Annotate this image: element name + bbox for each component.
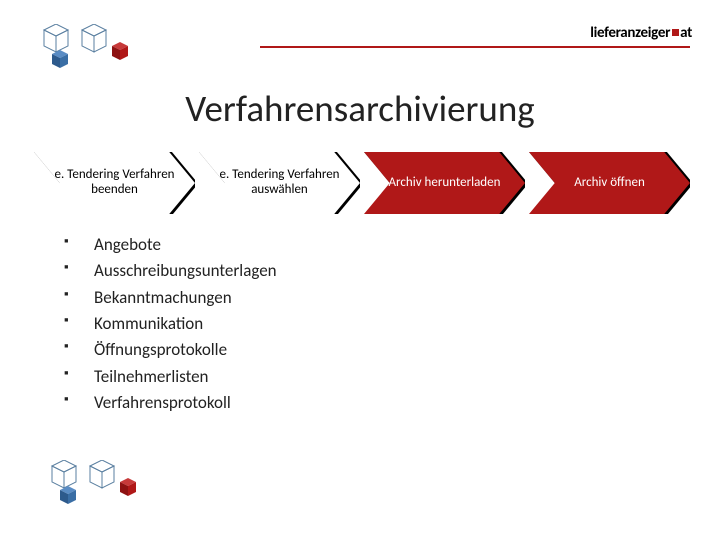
bullet-item: Teilnehmerlisten xyxy=(64,364,277,390)
process-step-label: Archiv öffnen xyxy=(543,152,676,214)
process-step-1: e. Tendering Verfahren beenden xyxy=(34,152,195,214)
bullet-item: Öffnungsprotokolle xyxy=(64,337,277,363)
process-step-4: Archiv öffnen xyxy=(529,152,690,214)
process-step-2: e. Tendering Verfahren auswählen xyxy=(199,152,360,214)
logo-cubes-icon xyxy=(26,24,146,74)
process-step-label: e. Tendering Verfahren beenden xyxy=(48,152,181,214)
brand-text-2: at xyxy=(680,24,692,42)
header: lieferanzeiger at xyxy=(0,24,720,64)
bullet-item: Angebote xyxy=(64,232,277,258)
bullet-item: Kommunikation xyxy=(64,311,277,337)
page-title: Verfahrensarchivierung xyxy=(0,86,720,131)
slide: lieferanzeigerat Verfahrensarchivierung … xyxy=(0,0,720,540)
process-step-label: Archiv herunterladen xyxy=(378,152,511,214)
logo-cubes-bottom-icon xyxy=(34,460,154,510)
bullet-item: Bekanntmachungen xyxy=(64,285,277,311)
brand-dot-icon xyxy=(672,29,679,36)
process-step-label: e. Tendering Verfahren auswählen xyxy=(213,152,346,214)
bullet-item: Verfahrensprotokoll xyxy=(64,390,277,416)
bullet-item: Ausschreibungsunterlagen xyxy=(64,258,277,284)
process-steps: e. Tendering Verfahren beenden e. Tenderi… xyxy=(34,152,694,218)
brand-text-1: lieferanzeiger xyxy=(590,24,670,42)
brand-logo: lieferanzeiger at xyxy=(590,24,692,42)
process-step-3: Archiv herunterladen xyxy=(364,152,525,214)
bullet-list: AngeboteAusschreibungsunterlagenBekanntm… xyxy=(64,232,277,416)
header-rule xyxy=(260,46,690,48)
